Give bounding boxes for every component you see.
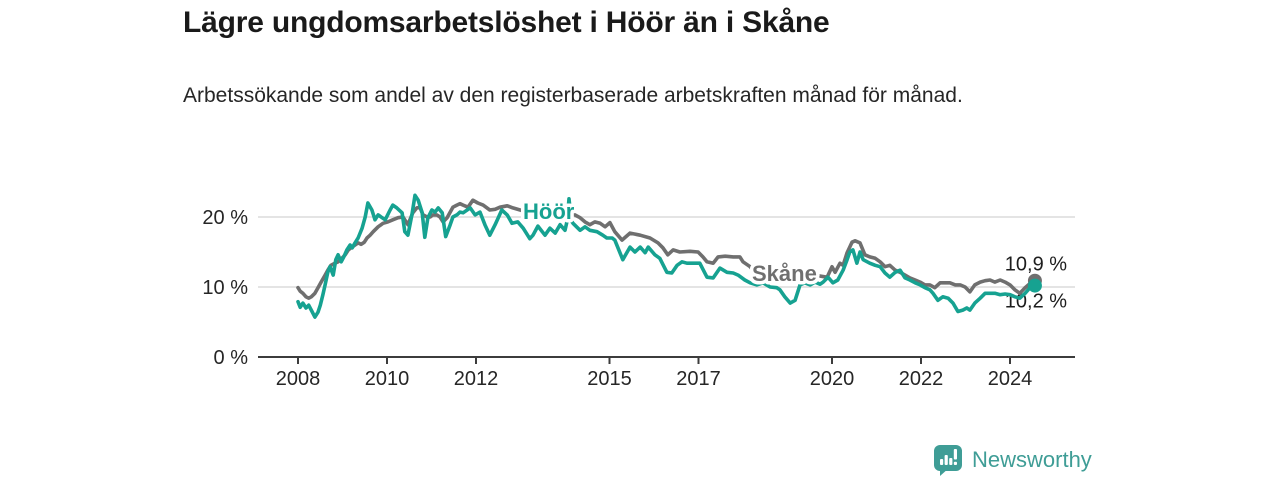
hoor-end-value-label: 10,2 % — [1005, 291, 1067, 313]
newsworthy-logo-icon — [934, 445, 962, 476]
skane-series-label: Skåne — [752, 261, 817, 286]
x-tick-label: 2017 — [676, 368, 721, 390]
hoor-end-dot — [1027, 278, 1042, 293]
x-tick-label: 2020 — [810, 368, 855, 390]
y-tick-label: 0 % — [214, 347, 249, 369]
x-tick-label: 2010 — [365, 368, 410, 390]
x-tick-label: 2008 — [276, 368, 321, 390]
chart-subtitle: Arbetssökande som andel av den registerb… — [183, 84, 963, 107]
skane-line — [296, 198, 1037, 301]
x-tick-label: 2012 — [454, 368, 499, 390]
newsworthy-logo: Newsworthy — [933, 444, 1092, 476]
newsworthy-wordmark: Newsworthy — [972, 447, 1092, 472]
x-tick-label: 2024 — [988, 368, 1033, 390]
skane-end-value-label: 10,9 % — [1005, 254, 1067, 276]
x-tick-label: 2022 — [899, 368, 944, 390]
y-tick-label: 20 % — [202, 207, 248, 229]
hoor-line — [296, 193, 1037, 319]
page-title: Lägre ungdomsarbetslöshet i Höör än i Sk… — [183, 6, 830, 39]
y-tick-label: 10 % — [202, 277, 248, 299]
x-tick-label: 2015 — [587, 368, 632, 390]
hoor-series-label: Höör — [523, 199, 575, 224]
